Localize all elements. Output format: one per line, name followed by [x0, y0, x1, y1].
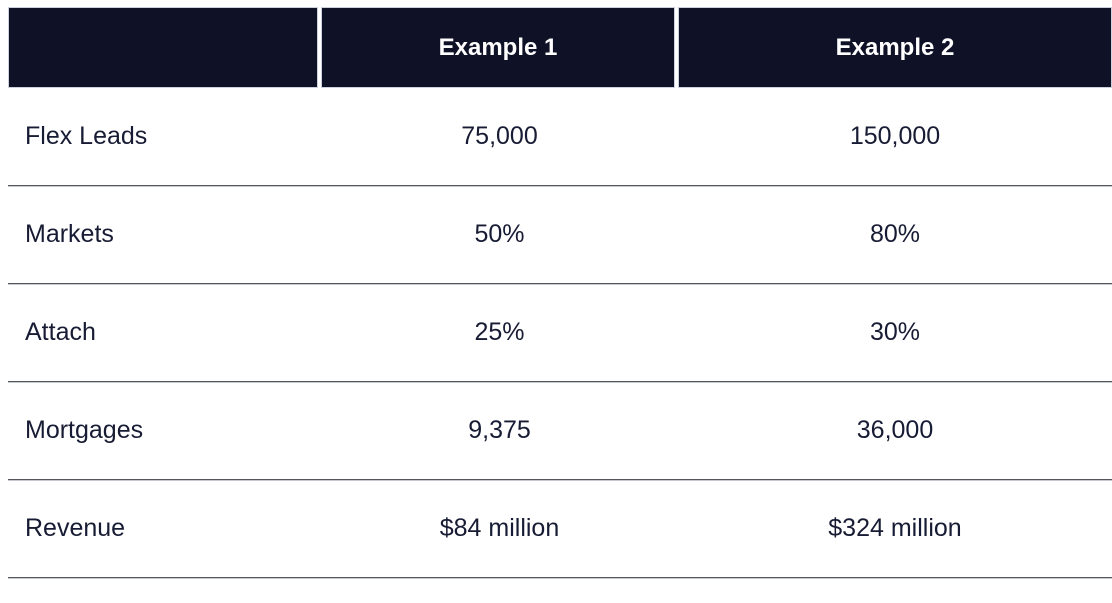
row-value-example-1: 9,375 [468, 416, 531, 444]
row-value-example-2: 30% [869, 318, 921, 346]
table-row-mortgages: Mortgages 9,375 36,000 [8, 382, 1112, 480]
row-value-example-2: $324 million [828, 514, 962, 542]
header-cell-example-1: Example 1 [321, 7, 675, 88]
row-label: Mortgages [25, 416, 144, 444]
row-value-example-1: 75,000 [461, 122, 538, 150]
header-gap [675, 7, 678, 88]
header-cell-blank [8, 7, 318, 88]
table-row-markets: Markets 50% 80% [8, 186, 1112, 284]
row-value-example-1: $84 million [439, 514, 560, 542]
header-cell-example-2: Example 2 [678, 7, 1112, 88]
row-value-example-2: 150,000 [849, 122, 941, 150]
row-value-example-1: 50% [474, 220, 525, 248]
table-header-row: Example 1 Example 2 [8, 7, 1112, 88]
row-label: Revenue [25, 514, 126, 542]
table-row-attach: Attach 25% 30% [8, 284, 1112, 382]
table-row-flex-leads: Flex Leads 75,000 150,000 [8, 88, 1112, 186]
row-value-example-1: 25% [474, 318, 525, 346]
table-row-revenue: Revenue $84 million $324 million [8, 480, 1112, 578]
header-gap [318, 7, 321, 88]
row-label: Markets [25, 220, 114, 248]
row-label: Flex Leads [25, 122, 148, 150]
row-label: Attach [25, 318, 96, 346]
row-value-example-2: 80% [869, 220, 921, 248]
comparison-table: Example 1 Example 2 Flex Leads 75,000 15… [8, 7, 1112, 578]
row-value-example-2: 36,000 [856, 416, 934, 444]
